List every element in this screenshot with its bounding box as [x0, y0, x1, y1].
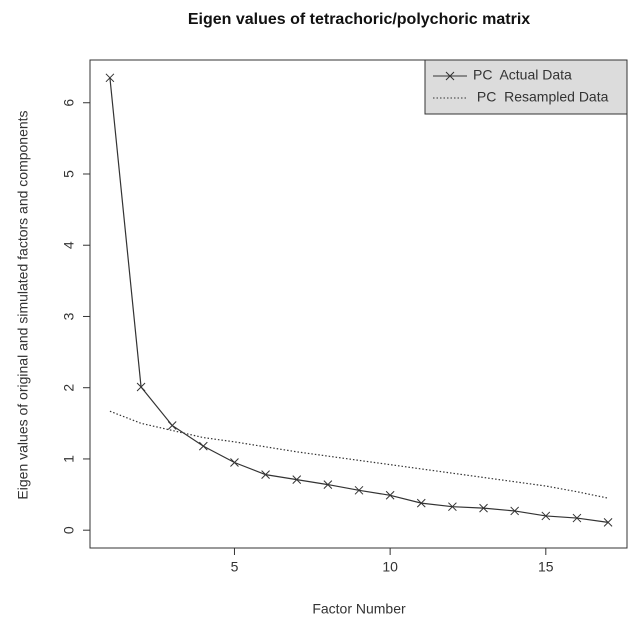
series-line: [109, 77, 609, 523]
legend-box: [424, 59, 628, 115]
point-marker: [292, 475, 302, 484]
point-marker: [385, 490, 395, 500]
point-marker: [541, 511, 551, 521]
plot-frame: [89, 59, 628, 549]
y-tick-label: 1: [61, 455, 77, 463]
point-marker: [198, 441, 208, 451]
y-axis-label: Eigen values of original and simulated f…: [15, 110, 31, 499]
y-tick-label: 6: [61, 99, 77, 107]
point-marker: [603, 517, 613, 527]
series-line: [109, 410, 609, 499]
chart-title: Eigen values of tetrachoric/polychoric m…: [188, 11, 530, 28]
point-marker: [230, 458, 239, 467]
point-marker: [167, 421, 177, 430]
y-tick-label: 3: [61, 312, 77, 320]
legend-marker: [445, 71, 455, 81]
point-marker: [572, 513, 582, 523]
point-marker: [479, 503, 488, 513]
legend-label: PC Actual Data: [473, 67, 572, 83]
x-tick-label: 15: [538, 559, 554, 575]
point-marker: [105, 73, 115, 83]
y-tick-label: 5: [61, 170, 77, 178]
y-tick-label: 2: [61, 384, 77, 392]
point-marker: [323, 480, 333, 489]
y-tick-label: 4: [61, 241, 77, 249]
x-tick-label: 10: [382, 559, 398, 575]
legend-label: PC Resampled Data: [473, 89, 609, 105]
point-marker: [416, 498, 426, 508]
y-tick-label: 0: [61, 526, 77, 534]
x-tick-label: 5: [231, 559, 239, 575]
point-marker: [261, 470, 270, 479]
x-axis-label: Factor Number: [312, 601, 406, 617]
point-marker: [448, 502, 457, 512]
point-marker: [510, 506, 520, 516]
point-marker: [354, 485, 364, 495]
point-marker: [136, 382, 146, 392]
